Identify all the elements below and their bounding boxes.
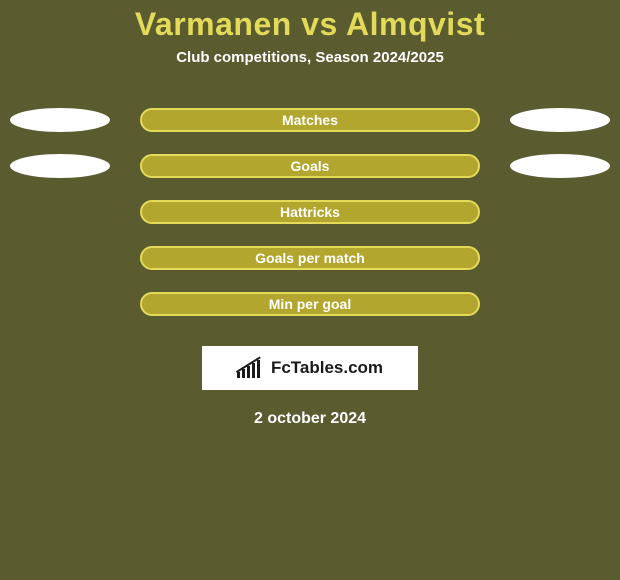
- logo-bar: [257, 360, 260, 378]
- value-bubble-left: [10, 108, 110, 132]
- stat-bar: [140, 292, 480, 316]
- stat-bar: [140, 154, 480, 178]
- logo-bar: [252, 363, 255, 378]
- stat-bar: [140, 246, 480, 270]
- logo-text: FcTables.com: [271, 358, 383, 378]
- stat-row: Goals: [0, 154, 620, 178]
- logo-bar: [237, 372, 240, 378]
- logo-bar: [247, 366, 250, 378]
- stat-row: Hattricks: [0, 200, 620, 224]
- subtitle: Club competitions, Season 2024/2025: [0, 49, 620, 66]
- infographic-root: Varmanen vs Almqvist Club competitions, …: [0, 0, 620, 580]
- logo-bar: [242, 369, 245, 378]
- value-bubble-right: [510, 154, 610, 178]
- stat-rows: Matches Goals Hattricks Goals per match Min …: [0, 108, 620, 316]
- title: Varmanen vs Almqvist: [0, 0, 620, 43]
- logo-box: FcTables.com: [202, 346, 418, 390]
- stat-row: Min per goal: [0, 292, 620, 316]
- stat-bar: [140, 200, 480, 224]
- stat-row: Matches: [0, 108, 620, 132]
- stat-row: Goals per match: [0, 246, 620, 270]
- logo-chart-icon: [237, 358, 265, 378]
- value-bubble-left: [10, 154, 110, 178]
- stat-bar: [140, 108, 480, 132]
- value-bubble-right: [510, 108, 610, 132]
- date: 2 october 2024: [0, 410, 620, 428]
